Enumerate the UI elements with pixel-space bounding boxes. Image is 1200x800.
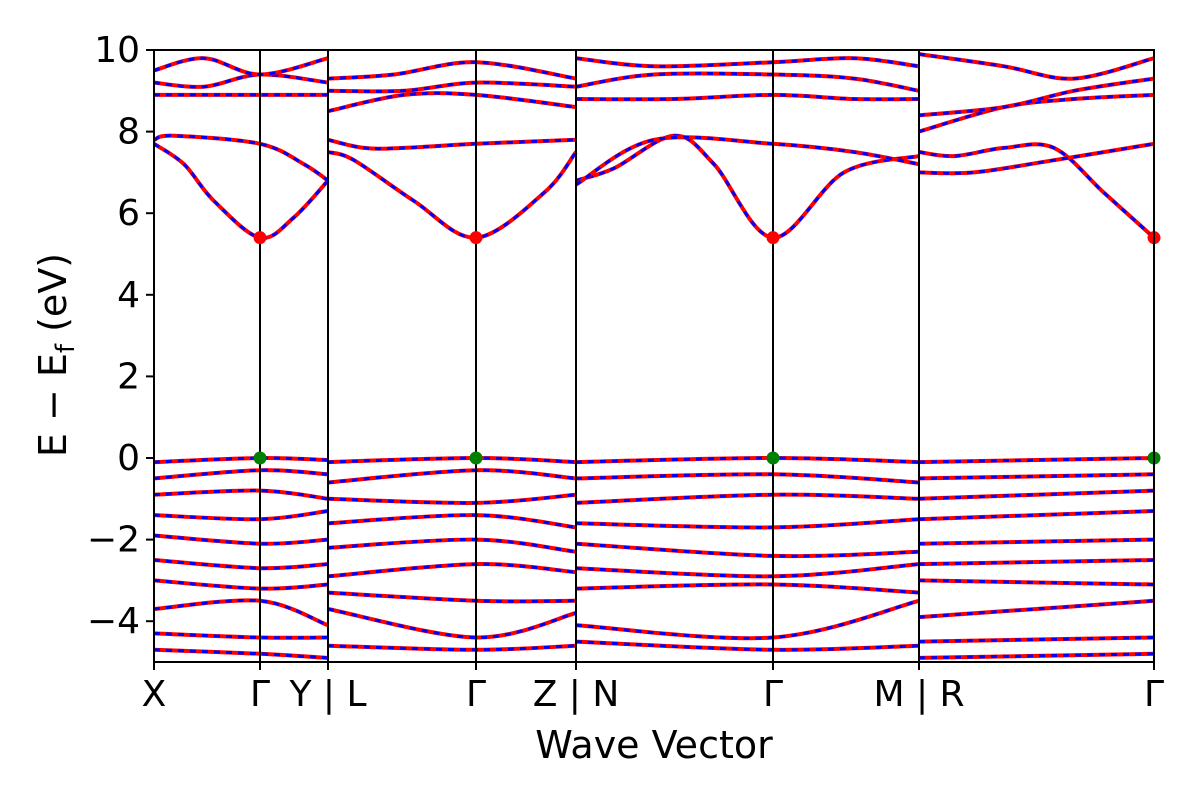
valence-band-line-series-b <box>575 599 920 640</box>
x-axis: X Γ Y | L Γ Z | N Γ M | R Γ <box>142 662 1164 715</box>
vbm-marker <box>253 451 267 465</box>
valence-band-line-series-b <box>575 582 920 595</box>
cbm-marker <box>766 231 780 245</box>
conduction-band-line-series-b <box>154 142 330 240</box>
valence-band-line-series-b <box>154 598 329 627</box>
valence-band-line-series-a <box>918 558 1154 567</box>
x-tick-label: Γ <box>466 674 486 715</box>
x-axis-title: Wave Vector <box>535 723 773 767</box>
valence-band-line-series-a <box>918 651 1154 660</box>
x-tick-label: Γ <box>763 674 783 715</box>
conduction-band-line-series-b <box>327 150 578 240</box>
x-tick-label: X <box>142 674 167 715</box>
conduction-band-line-series-a <box>918 141 1154 176</box>
plot-frame <box>153 49 1155 663</box>
valence-band-line-series-b <box>154 534 329 546</box>
y-tick-label: 0 <box>117 438 140 479</box>
vbm-marker <box>766 451 780 465</box>
y-tick-label: 10 <box>94 30 140 71</box>
conduction-band-line-series-a <box>918 52 1154 81</box>
x-tick-label: Γ <box>250 674 270 715</box>
valence-band-line-series-a <box>575 598 920 641</box>
valence-band-line-series-a <box>918 472 1154 481</box>
plot-area <box>153 49 1161 663</box>
y-axis-title-subscript: f <box>51 343 81 353</box>
valence-band-line-series-b <box>154 489 329 501</box>
y-tick-label: 8 <box>117 112 140 153</box>
valence-band-line-series-b <box>327 607 577 640</box>
valence-band-line-series-a <box>918 578 1154 587</box>
valence-band-line-series-a <box>918 537 1154 546</box>
conduction-band-line-series-a <box>154 133 330 183</box>
x-tick-label: Γ <box>1144 674 1164 715</box>
conduction-band-line-series-b <box>918 52 1154 81</box>
valence-band-line-series-b <box>575 472 920 484</box>
valence-band-line-series-a <box>327 607 577 640</box>
x-tick-label: Y | L <box>288 674 366 715</box>
valence-band-line-series-a <box>154 598 329 628</box>
conduction-band-line-series-a <box>918 76 1154 118</box>
conduction-band-line-series-a <box>327 60 577 81</box>
conduction-band-line-series-a <box>918 142 1154 240</box>
y-axis-title-unit: (eV) <box>31 253 75 344</box>
conduction-band-line-series-a <box>154 142 330 240</box>
cbm-marker <box>469 231 483 245</box>
valence-band-line-series-b <box>154 648 329 660</box>
bands-group <box>154 52 1154 660</box>
conduction-band-line-series-a <box>154 56 329 77</box>
valence-band-line-series-a <box>918 635 1154 644</box>
valence-band-line-series-b <box>154 578 329 591</box>
y-tick-label: 6 <box>117 193 140 234</box>
conduction-band-line-series-b <box>154 72 329 89</box>
x-tick-label: Z | N <box>533 674 620 715</box>
valence-band-line-series-a <box>918 509 1154 522</box>
conduction-band-line-series-b <box>327 81 577 93</box>
y-axis: −4 −2 0 2 4 6 8 10 <box>87 30 154 642</box>
vbm-marker <box>469 451 483 465</box>
y-axis-title: E − Ef (eV) <box>31 253 81 457</box>
y-tick-label: −4 <box>87 601 140 642</box>
valence-band-line-series-b <box>154 468 329 480</box>
conduction-band-line-series-b <box>918 142 1154 175</box>
cbm-marker <box>253 231 267 245</box>
conduction-band-line-series-b <box>327 138 577 151</box>
conduction-band-line-series-b <box>327 91 577 113</box>
y-tick-label: −2 <box>87 520 140 561</box>
valence-band-line-series-b <box>154 631 329 640</box>
valence-band-line-series-b <box>154 509 329 521</box>
valence-band-line-series-a <box>918 488 1154 501</box>
valence-band-line-series-b <box>154 558 329 570</box>
y-axis-title-main: E − E <box>31 353 75 457</box>
y-tick-label: 2 <box>117 356 140 397</box>
y-tick-label: 4 <box>117 275 140 316</box>
valence-band-line-series-b <box>575 517 920 529</box>
valence-band-line-series-a <box>918 598 1154 620</box>
x-tick-label: M | R <box>873 674 964 715</box>
valence-band-line-series-a <box>918 456 1154 465</box>
conduction-band-line-series-a <box>575 133 920 240</box>
conduction-band-line-series-b <box>918 142 1154 239</box>
conduction-band-line-series-a <box>327 150 578 240</box>
valence-band-line-series-b <box>154 456 329 464</box>
